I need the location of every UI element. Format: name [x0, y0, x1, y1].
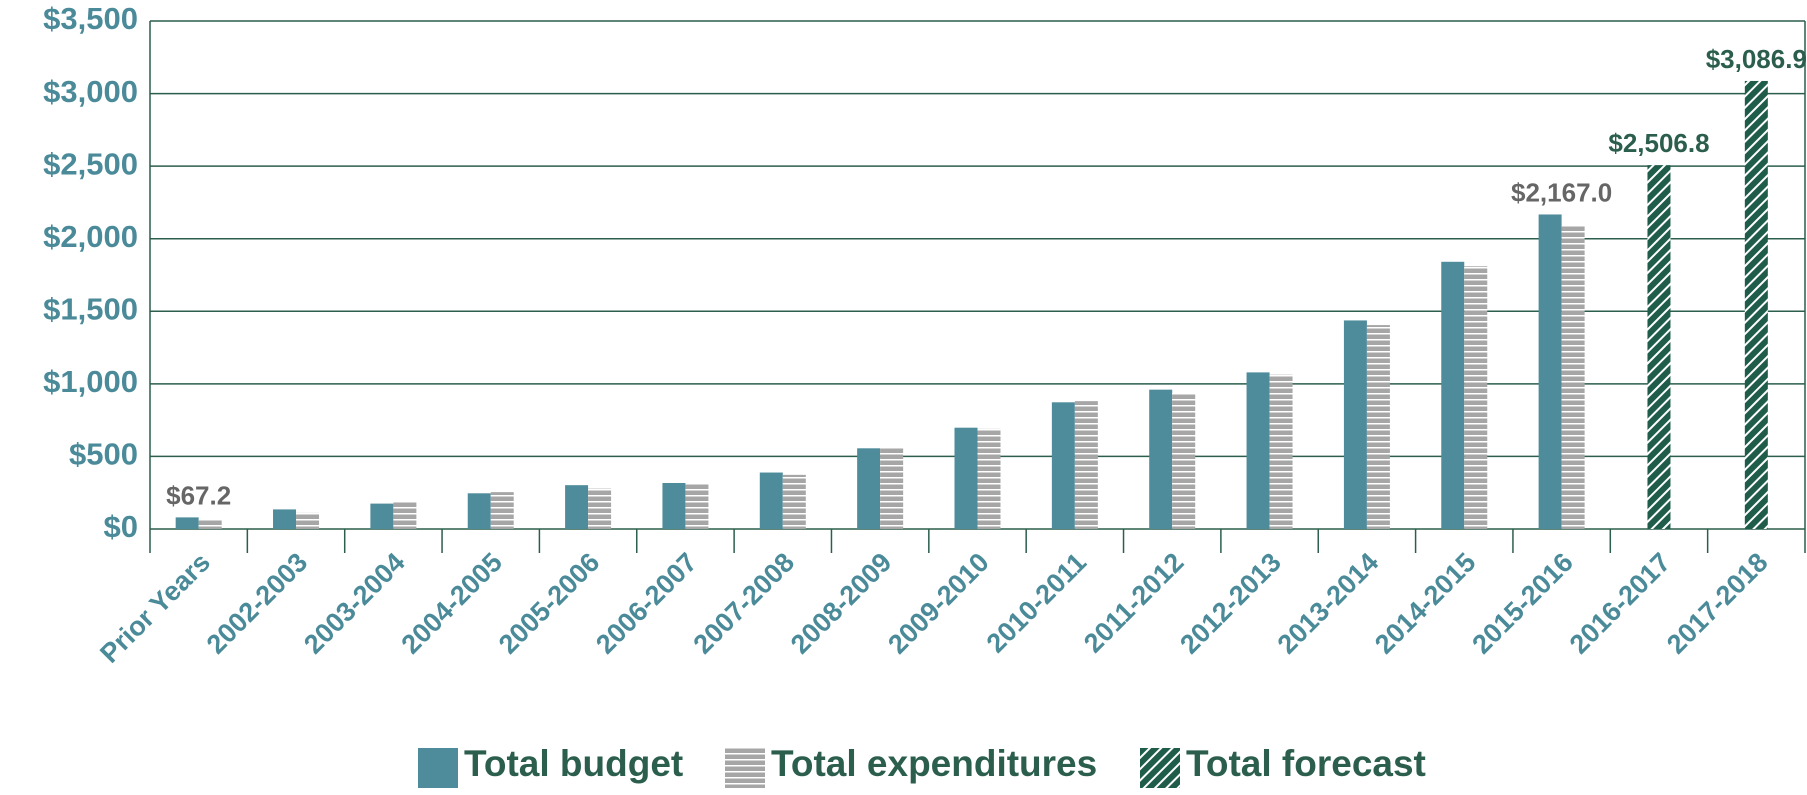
x-tick-label: 2005-2006	[493, 547, 606, 660]
legend-label: Total budget	[464, 743, 683, 784]
x-tick-label: Prior Years	[94, 547, 216, 669]
bar	[1538, 214, 1562, 529]
y-tick-label: $2,500	[43, 146, 138, 181]
y-tick-label: $500	[69, 437, 138, 472]
x-tick-label: 2016-2017	[1564, 547, 1677, 660]
legend-swatch	[418, 748, 458, 788]
bar	[198, 519, 222, 529]
x-tick-label: 2003-2004	[298, 547, 411, 660]
bar	[685, 484, 709, 529]
data-label: $2,167.0	[1511, 177, 1612, 207]
bar	[565, 485, 589, 529]
bar	[1343, 320, 1367, 529]
x-tick-label: 2004-2005	[395, 547, 508, 660]
y-tick-label: $3,500	[43, 1, 138, 36]
data-label: $3,086.9	[1706, 44, 1807, 74]
legend-label: Total expenditures	[771, 743, 1097, 784]
bar	[1269, 374, 1293, 529]
bar	[1149, 389, 1173, 529]
bar	[662, 482, 686, 529]
y-tick-label: $2,000	[43, 219, 138, 254]
bar	[1074, 401, 1098, 529]
x-tick-label: 2002-2003	[201, 547, 314, 660]
bar	[1464, 266, 1488, 529]
x-tick-label: 2010-2011	[981, 547, 1092, 658]
y-tick-label: $0	[104, 509, 138, 544]
x-tick-label: 2014-2015	[1369, 547, 1482, 660]
x-tick-label: 2013-2014	[1272, 547, 1385, 660]
bar	[1647, 165, 1671, 529]
x-tick-label: 2006-2007	[590, 547, 703, 660]
bar	[370, 503, 394, 529]
bar	[782, 474, 806, 529]
legend-swatch	[725, 748, 765, 788]
y-tick-label: $3,000	[43, 74, 138, 109]
bar	[467, 493, 491, 529]
bar	[1172, 393, 1196, 529]
bar	[1561, 226, 1585, 529]
data-label: $2,506.8	[1608, 128, 1709, 158]
legend-swatch	[1140, 748, 1180, 788]
bar	[1366, 325, 1390, 529]
bar	[490, 492, 514, 529]
x-tick-label: 2008-2009	[785, 547, 898, 660]
x-tick-label: 2007-2008	[688, 547, 801, 660]
bar	[393, 502, 417, 529]
bar	[977, 428, 1001, 529]
bar	[588, 488, 612, 529]
bar	[1246, 372, 1270, 529]
bar	[273, 509, 297, 529]
bar	[759, 472, 783, 529]
bar	[954, 427, 978, 529]
bar	[880, 448, 904, 529]
x-tick-label: 2015-2016	[1466, 547, 1579, 660]
x-tick-label: 2012-2013	[1174, 547, 1287, 660]
legend-label: Total forecast	[1186, 743, 1426, 784]
bar	[857, 448, 881, 529]
bar	[1744, 80, 1768, 530]
bar	[1051, 402, 1075, 529]
bar	[296, 512, 320, 529]
x-tick-label: 2017-2018	[1661, 547, 1774, 660]
x-tick-label: 2009-2010	[882, 547, 995, 660]
data-label: $67.2	[166, 480, 231, 510]
bar	[1441, 261, 1465, 529]
y-tick-label: $1,000	[43, 364, 138, 399]
bar	[175, 517, 199, 529]
x-tick-label: 2011-2012	[1078, 547, 1189, 658]
y-tick-label: $1,500	[43, 291, 138, 326]
